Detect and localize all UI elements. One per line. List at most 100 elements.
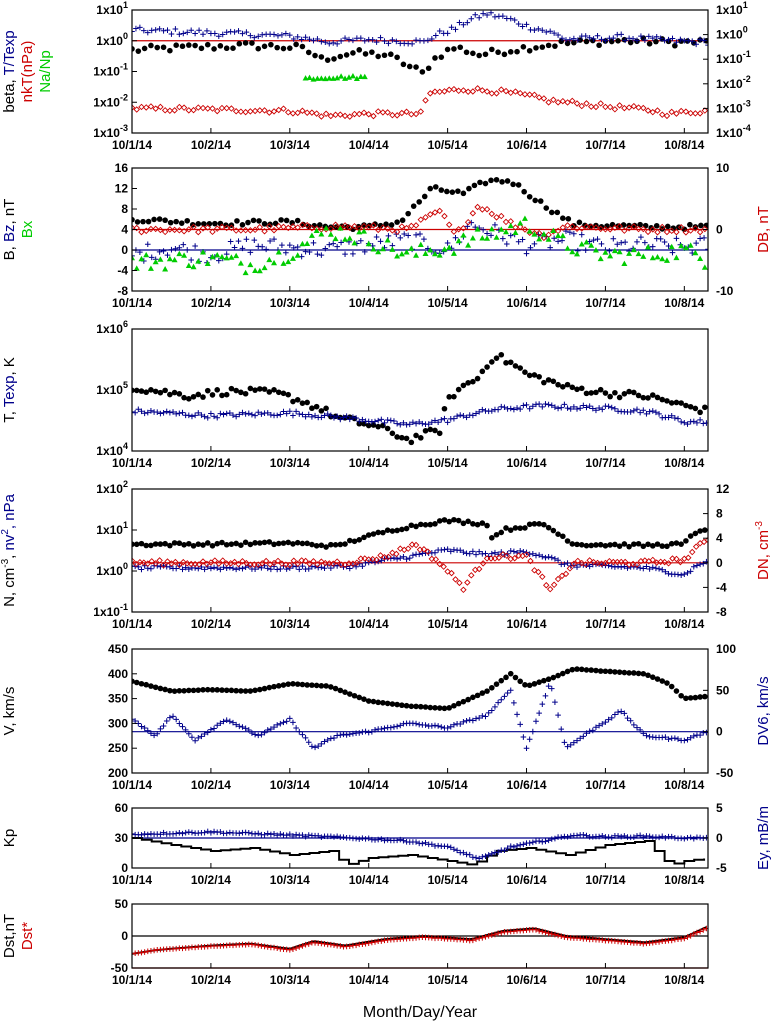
data-point [232,227,240,234]
data-point [427,211,434,218]
data-point [343,732,350,738]
data-point [501,51,508,58]
data-point [266,109,273,116]
data-point [646,33,652,40]
data-point [141,949,148,955]
data-point [271,387,277,393]
data-point [237,227,245,234]
data-point [545,837,552,844]
data-point [621,669,628,676]
data-point [332,542,339,548]
data-point [393,112,401,119]
data-point [214,687,221,693]
data-point [342,236,349,242]
x-tick-label: 10/4/14 [349,617,389,631]
data-point [522,682,528,688]
data-point [132,557,136,564]
data-point [665,570,672,577]
data-point [542,838,549,845]
data-point [251,226,259,234]
data-point [615,563,621,570]
data-point [550,227,557,234]
data-point [233,721,239,728]
data-point [138,949,145,956]
data-point [485,852,492,858]
data-point [646,408,653,415]
data-point [577,735,583,742]
data-point [378,938,385,944]
data-point [173,411,179,417]
data-point [176,720,183,727]
data-point [151,732,157,739]
data-point [642,37,648,43]
data-point [157,831,164,838]
data-point [228,254,235,260]
data-point [154,730,161,737]
data-point [132,216,135,223]
data-point [228,687,235,694]
data-point [594,559,601,567]
data-point [694,420,700,426]
x-tick-label: 10/1/14 [112,973,152,987]
y-tick-label: 1x100 [96,31,128,48]
data-point [284,109,292,116]
y-tick-label: 50 [716,683,730,697]
data-point [495,554,503,561]
data-point [416,419,423,425]
data-point [432,722,438,729]
series-red [132,536,708,594]
data-point [503,360,509,366]
data-point [154,409,161,415]
data-point [574,406,580,412]
data-point [267,238,273,244]
data-point [314,75,321,81]
data-point [498,529,505,536]
data-point [167,391,173,398]
data-point [602,668,609,675]
data-point [408,111,415,118]
data-point [151,947,157,954]
data-point [271,259,278,266]
data-point [280,45,287,52]
data-point [504,845,511,851]
data-point [337,687,344,694]
data-point [504,178,511,184]
data-point [558,572,566,580]
y-tick-label: 0 [121,243,128,257]
data-point [517,406,524,412]
data-point [656,939,662,945]
data-point [403,224,410,232]
data-point [381,725,388,732]
data-point [663,228,671,236]
data-point [634,724,640,731]
data-point [463,49,470,56]
data-point [182,829,189,836]
data-point [341,222,349,229]
data-point [144,727,151,734]
data-point [287,45,293,51]
data-point [211,828,217,835]
data-point [247,227,254,234]
data-point [305,566,312,572]
data-point [148,27,155,34]
data-point [555,232,562,239]
data-point [498,86,505,93]
data-point [326,560,333,567]
data-point [621,710,628,717]
data-point [152,541,159,547]
data-point [662,835,669,841]
data-point [160,561,167,569]
data-point [672,415,678,421]
data-point [670,225,677,231]
data-point [398,223,406,230]
data-point [306,249,313,255]
data-point [539,44,546,50]
y-tick-label: 1x10-1 [716,49,751,66]
data-point [495,849,501,855]
data-point [393,228,401,236]
data-point [251,237,258,243]
data-point [618,564,625,570]
data-point [507,687,514,694]
data-point [531,567,538,574]
data-point [482,550,489,557]
